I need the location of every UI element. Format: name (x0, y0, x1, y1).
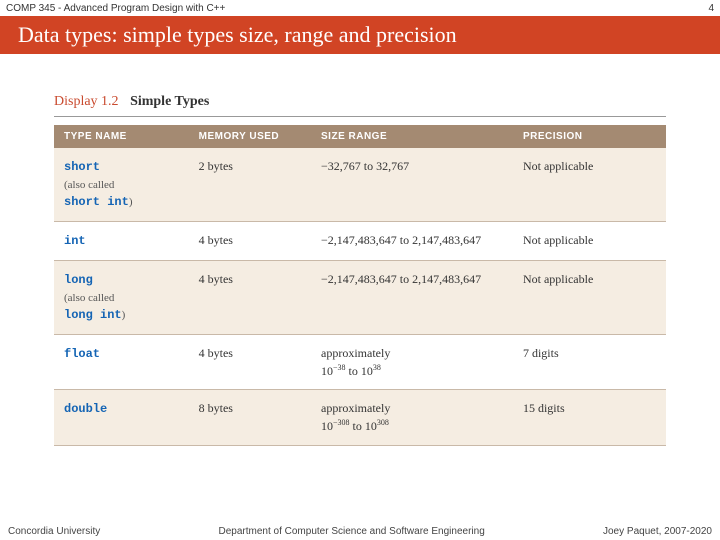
col-type-name: TYPE NAME (54, 125, 189, 148)
footer-right: Joey Paquet, 2007-2020 (603, 526, 712, 537)
table-header-row: TYPE NAME MEMORY USED SIZE RANGE PRECISI… (54, 125, 666, 148)
cell-range: approximately 10−308 to 10308 (311, 390, 513, 446)
table-row: double 8 bytes approximately 10−308 to 1… (54, 390, 666, 446)
cell-type-name: short (also called short int) (54, 148, 189, 221)
table-row: short (also called short int) 2 bytes −3… (54, 148, 666, 221)
cell-precision: 7 digits (513, 334, 666, 390)
cell-type-name: float (54, 334, 189, 390)
slide-number: 4 (708, 3, 714, 14)
cell-precision: 15 digits (513, 390, 666, 446)
cell-type-name: double (54, 390, 189, 446)
cell-precision: Not applicable (513, 260, 666, 334)
title-band: Data types: simple types size, range and… (0, 16, 720, 54)
cell-range: −32,767 to 32,767 (311, 148, 513, 221)
col-range: SIZE RANGE (311, 125, 513, 148)
cell-precision: Not applicable (513, 221, 666, 260)
footer-left: Concordia University (8, 526, 100, 537)
types-table: TYPE NAME MEMORY USED SIZE RANGE PRECISI… (54, 125, 666, 446)
table-row: int 4 bytes −2,147,483,647 to 2,147,483,… (54, 221, 666, 260)
cell-range: −2,147,483,647 to 2,147,483,647 (311, 260, 513, 334)
cell-memory: 2 bytes (189, 148, 311, 221)
col-memory: MEMORY USED (189, 125, 311, 148)
cell-memory: 4 bytes (189, 260, 311, 334)
cell-range: −2,147,483,647 to 2,147,483,647 (311, 221, 513, 260)
cell-memory: 4 bytes (189, 221, 311, 260)
cell-precision: Not applicable (513, 148, 666, 221)
table-row: float 4 bytes approximately 10−38 to 103… (54, 334, 666, 390)
cell-type-name: long (also called long int) (54, 260, 189, 334)
cell-memory: 8 bytes (189, 390, 311, 446)
cell-range: approximately 10−38 to 1038 (311, 334, 513, 390)
course-label: COMP 345 - Advanced Program Design with … (6, 3, 225, 14)
display-number: Display 1.2 (54, 94, 119, 109)
slide-title: Data types: simple types size, range and… (18, 22, 457, 48)
footer-center: Department of Computer Science and Softw… (219, 526, 485, 537)
cell-memory: 4 bytes (189, 334, 311, 390)
content-area: Display 1.2 Simple Types TYPE NAME MEMOR… (0, 54, 720, 446)
cell-type-name: int (54, 221, 189, 260)
col-precision: PRECISION (513, 125, 666, 148)
top-bar: COMP 345 - Advanced Program Design with … (0, 0, 720, 16)
display-caption: Display 1.2 Simple Types (54, 94, 666, 117)
table-row: long (also called long int) 4 bytes −2,1… (54, 260, 666, 334)
footer: Concordia University Department of Compu… (0, 522, 720, 540)
display-title: Simple Types (130, 94, 209, 109)
